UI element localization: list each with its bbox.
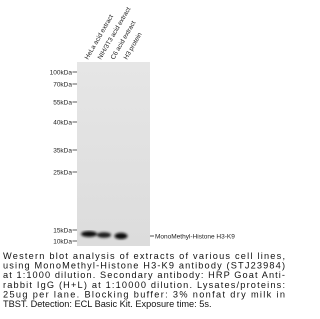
caption-line: Western blot analysis of extracts of var… (3, 251, 285, 261)
marker-label: 25kDa (53, 169, 72, 176)
marker-label: 10kDa (53, 238, 72, 245)
marker-label: 35kDa (53, 147, 72, 154)
band-label: MonoMethyl-Histone H3-K9 (155, 234, 235, 241)
marker-label: 100kDa (50, 69, 73, 76)
marker-label: 40kDa (53, 119, 72, 126)
caption-line: using MonoMethyl-Histone H3-K9 antibody … (3, 261, 285, 271)
band (115, 233, 128, 239)
caption-line: rabbit IgG (H+L) at 1:10000 dilution. Ly… (3, 280, 285, 290)
marker-label: 70kDa (53, 81, 72, 88)
marker-label: 15kDa (53, 227, 72, 234)
caption-line: 25ug per lane. Blocking buffer: 3% nonfa… (3, 289, 285, 299)
caption-line: TBST. Detection: ECL Basic Kit. Exposure… (3, 299, 212, 309)
blot-membrane (77, 62, 150, 246)
figure: MonoMethyl-Histone H3-K9 100kDa 70kDa 55kD… (0, 0, 289, 319)
caption-line: at 1:1000 dilution. Secondary antibody: … (3, 270, 285, 280)
band (81, 231, 97, 237)
marker-label: 55kDa (53, 99, 72, 106)
band (97, 232, 111, 238)
